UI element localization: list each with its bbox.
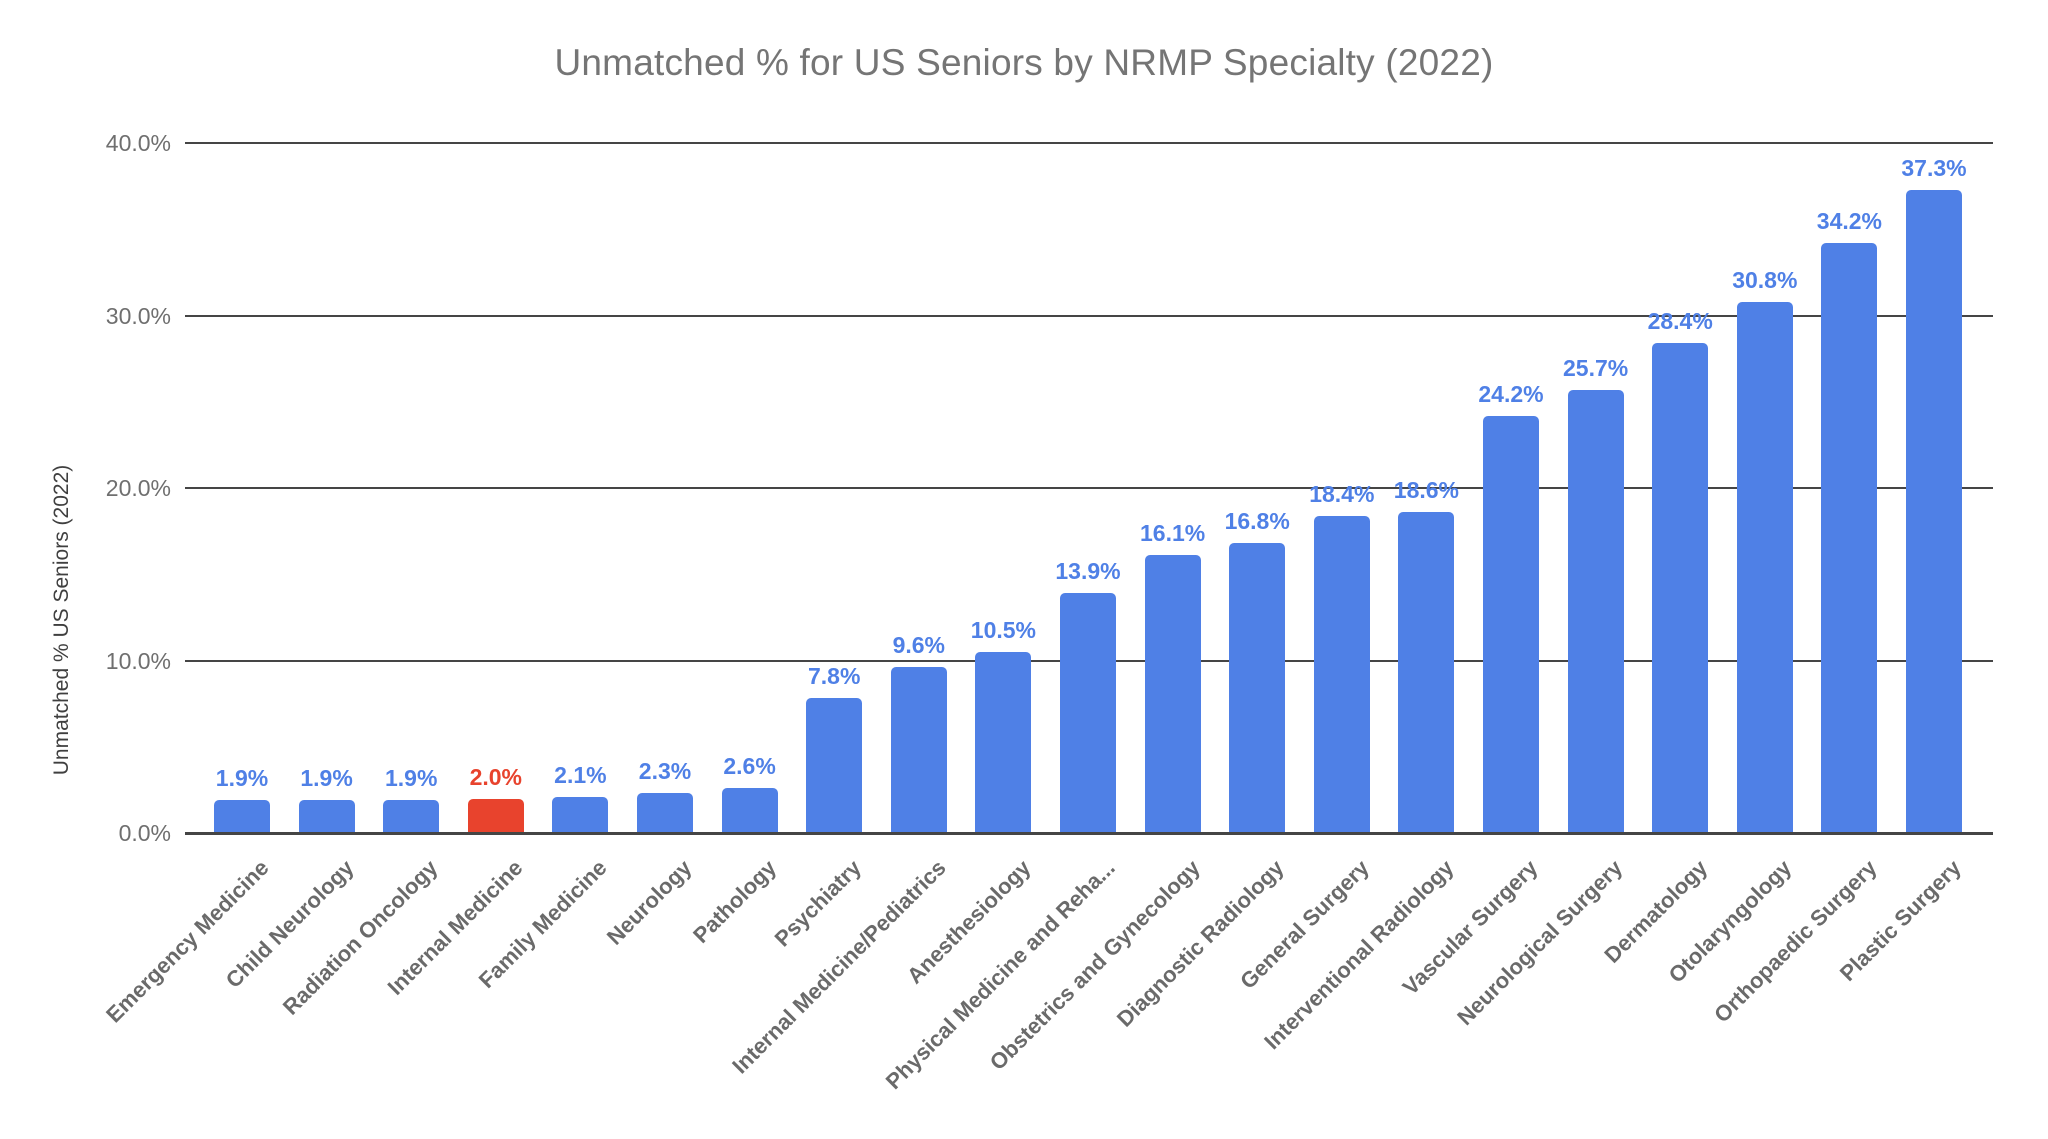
- bar: [890, 667, 947, 833]
- bar: [1736, 301, 1793, 833]
- bar-value-label: 30.8%: [1732, 266, 1798, 293]
- x-axis-baseline: [185, 832, 1993, 835]
- bar: [1652, 343, 1709, 833]
- bar-value-label: 1.9%: [300, 765, 353, 792]
- bar-value-label: 2.1%: [554, 761, 607, 788]
- bar-value-label: 2.6%: [723, 753, 776, 780]
- bar-value-label: 16.8%: [1224, 508, 1290, 535]
- bar: [975, 651, 1032, 833]
- bar-value-label: 13.9%: [1055, 558, 1121, 585]
- gridline: [185, 314, 1993, 317]
- bar: [1060, 593, 1116, 833]
- gridline: [185, 142, 1993, 144]
- y-axis-tick-label: 30.0%: [105, 302, 171, 329]
- bar: [1229, 543, 1286, 833]
- bar: [298, 800, 355, 833]
- x-axis-category-label-text: Orthopaedic Surgery: [1708, 855, 1882, 1028]
- chart-title: Unmatched % for US Seniors by NRMP Speci…: [554, 42, 1494, 83]
- bar: [552, 796, 609, 833]
- bar: [1821, 243, 1878, 833]
- x-axis-category-label-text: Neurological Surgery: [1452, 855, 1628, 1031]
- bar: [721, 788, 778, 833]
- bar-value-label: 16.1%: [1139, 520, 1206, 547]
- bar: [806, 698, 863, 833]
- bar-value-label: 2.0%: [469, 763, 523, 790]
- bar-value-label: 34.2%: [1816, 208, 1882, 235]
- bar: [214, 800, 270, 833]
- bar-value-label: 2.3%: [638, 758, 692, 785]
- x-axis-category-label-text: Neurology: [602, 855, 697, 950]
- y-axis-tick-label: 20.0%: [105, 475, 171, 501]
- bar-value-label: 7.8%: [807, 663, 861, 690]
- bar: [1398, 512, 1455, 833]
- bar: [1483, 415, 1539, 833]
- bar-value-label: 10.5%: [970, 616, 1036, 643]
- bar: [467, 798, 524, 833]
- bar: [1313, 515, 1370, 833]
- x-axis-category-label-text: Pathology: [688, 855, 782, 948]
- x-axis-category-label-text: Radiation Oncology: [278, 855, 443, 1020]
- bar-value-label: 24.2%: [1478, 380, 1544, 407]
- y-axis-title-text: Unmatched % US Seniors (2022): [50, 464, 73, 776]
- y-axis-tick-label: 0.0%: [118, 820, 171, 846]
- bar-value-label: 1.9%: [384, 765, 438, 792]
- y-axis-tick-label: 40.0%: [105, 130, 171, 156]
- bar: [1567, 389, 1624, 833]
- y-axis-tick-label: 10.0%: [105, 647, 171, 674]
- x-axis-category-label-text: Diagnostic Radiology: [1112, 855, 1289, 1032]
- gridline: [185, 487, 1993, 489]
- bar: [1906, 189, 1962, 833]
- x-axis-category-label-text: Emergency Medicine: [101, 855, 274, 1028]
- bar: [637, 793, 693, 833]
- bar: [383, 800, 440, 833]
- bar-value-label: 25.7%: [1562, 354, 1629, 381]
- bar-value-label: 18.4%: [1309, 480, 1375, 507]
- bar-value-label: 28.4%: [1647, 308, 1713, 335]
- bar-value-label: 18.6%: [1393, 477, 1459, 504]
- bar: [1144, 555, 1201, 833]
- bar-value-label: 9.6%: [892, 632, 946, 659]
- bar-value-label: 1.9%: [215, 765, 269, 792]
- bar-value-label: 37.3%: [1901, 154, 1967, 181]
